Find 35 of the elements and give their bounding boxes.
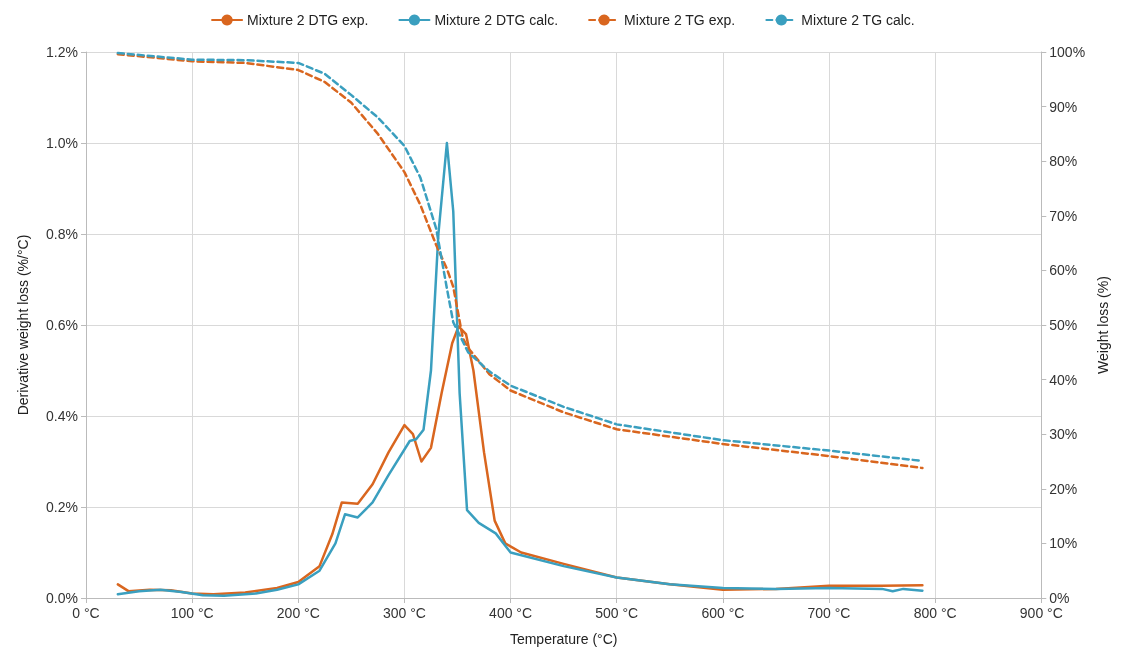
y2-tick-label: 50%	[1049, 317, 1078, 333]
x-tick-label: 200 °C	[276, 605, 320, 621]
x-tick-label: 0 °C	[72, 605, 100, 621]
legend-label: Mixture 2 DTG exp.	[247, 12, 369, 28]
x-tick-label: 100 °C	[170, 605, 214, 621]
x-tick-label: 900 °C	[1019, 605, 1063, 621]
x-tick-label: 600 °C	[701, 605, 745, 621]
legend-label: Mixture 2 TG exp.	[624, 12, 736, 28]
legend-label: Mixture 2 DTG calc.	[434, 12, 559, 28]
y2-tick-label: 60%	[1049, 262, 1078, 279]
y2-tick-label: 70%	[1049, 207, 1078, 224]
y2-tick-label: 90%	[1049, 98, 1078, 115]
x-tick-label: 700 °C	[807, 605, 851, 621]
y2-tick-label: 0%	[1049, 590, 1070, 606]
y-tick-label: 0.6%	[46, 317, 78, 333]
y-tick-label: 0.2%	[46, 499, 78, 515]
x-axis-title: Temperature (°C)	[509, 631, 618, 647]
x-tick-label: 800 °C	[913, 605, 957, 621]
y2-tick-label: 40%	[1049, 371, 1078, 388]
x-tick-label: 500 °C	[595, 605, 639, 621]
y-tick-label: 1.0%	[46, 135, 78, 151]
x-tick-label: 400 °C	[489, 605, 533, 621]
y2-tick-label: 100%	[1049, 44, 1086, 60]
y2-tick-label: 20%	[1049, 480, 1078, 497]
y2-tick-label: 80%	[1049, 153, 1078, 170]
y-tick-label: 0.0%	[46, 590, 78, 606]
y2-tick-label: 30%	[1049, 426, 1078, 443]
y-tick-label: 0.4%	[46, 408, 78, 424]
y2-tick-label: 10%	[1049, 535, 1078, 552]
y-tick-label: 1.2%	[46, 44, 78, 60]
legend-label: Mixture 2 TG calc.	[801, 12, 915, 28]
y2-axis-title: Weight loss (%)	[1095, 276, 1111, 374]
x-tick-label: 300 °C	[382, 605, 426, 621]
y-axis-title: Derivative weight loss (%/°C)	[15, 234, 31, 416]
y-tick-label: 0.8%	[46, 226, 78, 242]
